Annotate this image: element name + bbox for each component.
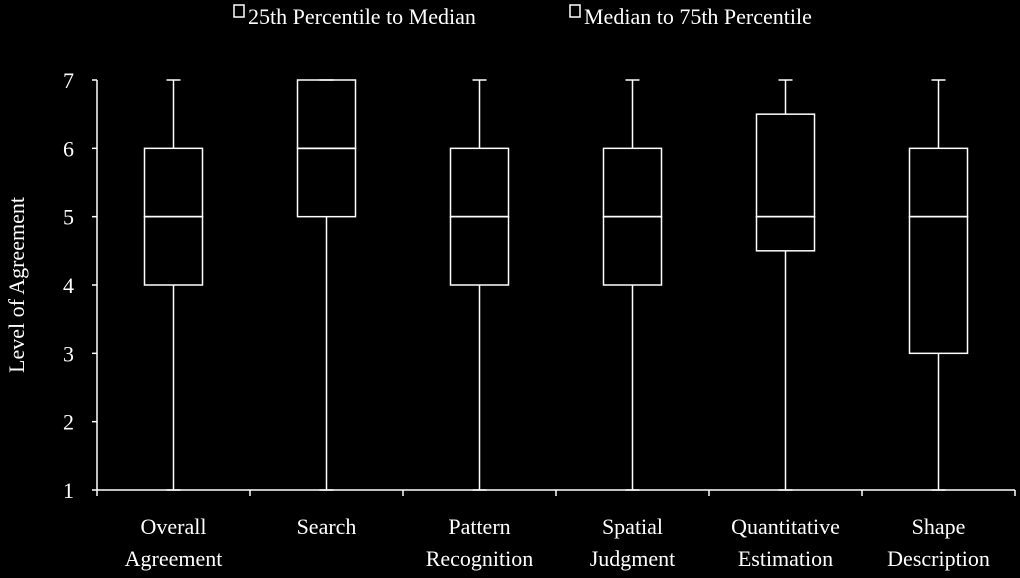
boxes: [143, 79, 969, 491]
box-0: [143, 79, 204, 491]
legend-swatch-upper: [569, 4, 581, 18]
lower-box: [755, 215, 816, 252]
y-tick-label: 5: [63, 205, 74, 230]
lower-box: [143, 215, 204, 286]
y-tick-label: 6: [63, 136, 74, 161]
box-5: [908, 79, 969, 491]
category-label-line2: Estimation: [738, 546, 833, 571]
category-label-line1: Overall: [141, 514, 207, 539]
y-tick-label: 2: [63, 410, 74, 435]
y-tick-label: 4: [63, 273, 74, 298]
y-tick-label: 7: [63, 68, 74, 93]
lower-box: [449, 215, 510, 286]
lower-box: [602, 215, 663, 286]
box-1: [296, 79, 357, 491]
category-label-line2: Description: [887, 546, 990, 571]
upper-box: [296, 79, 357, 150]
upper-box: [602, 147, 663, 218]
legend: 25th Percentile to Median Median to 75th…: [233, 4, 812, 29]
box-3: [602, 79, 663, 491]
box-2: [449, 79, 510, 491]
y-tick-label: 3: [63, 341, 74, 366]
y-tick-label: 1: [63, 478, 74, 503]
x-ticks: [96, 490, 1016, 496]
y-ticks: 1 2 3 4 5 6 7: [63, 68, 97, 503]
lower-box: [296, 147, 357, 218]
y-axis-title: Level of Agreement: [4, 197, 29, 373]
category-label-line1: Shape: [912, 514, 966, 539]
legend-label-upper: Median to 75th Percentile: [584, 4, 812, 29]
category-label-line2: Judgment: [590, 546, 676, 571]
upper-box: [449, 147, 510, 218]
category-label-line1: Pattern: [448, 514, 510, 539]
category-label-line1: Spatial: [602, 514, 663, 539]
lower-box: [908, 215, 969, 355]
upper-box: [143, 147, 204, 218]
box-4: [755, 79, 816, 491]
category-label-line1: Quantitative: [731, 514, 840, 539]
category-label-line1: Search: [297, 514, 357, 539]
legend-swatch-lower: [233, 4, 245, 18]
category-label-line2: Agreement: [125, 546, 223, 571]
category-labels: Overall Agreement Search Pattern Recognition…: [125, 514, 990, 571]
upper-box: [908, 147, 969, 218]
upper-box: [755, 113, 816, 218]
category-label-line2: Recognition: [426, 546, 534, 571]
legend-label-lower: 25th Percentile to Median: [248, 4, 476, 29]
